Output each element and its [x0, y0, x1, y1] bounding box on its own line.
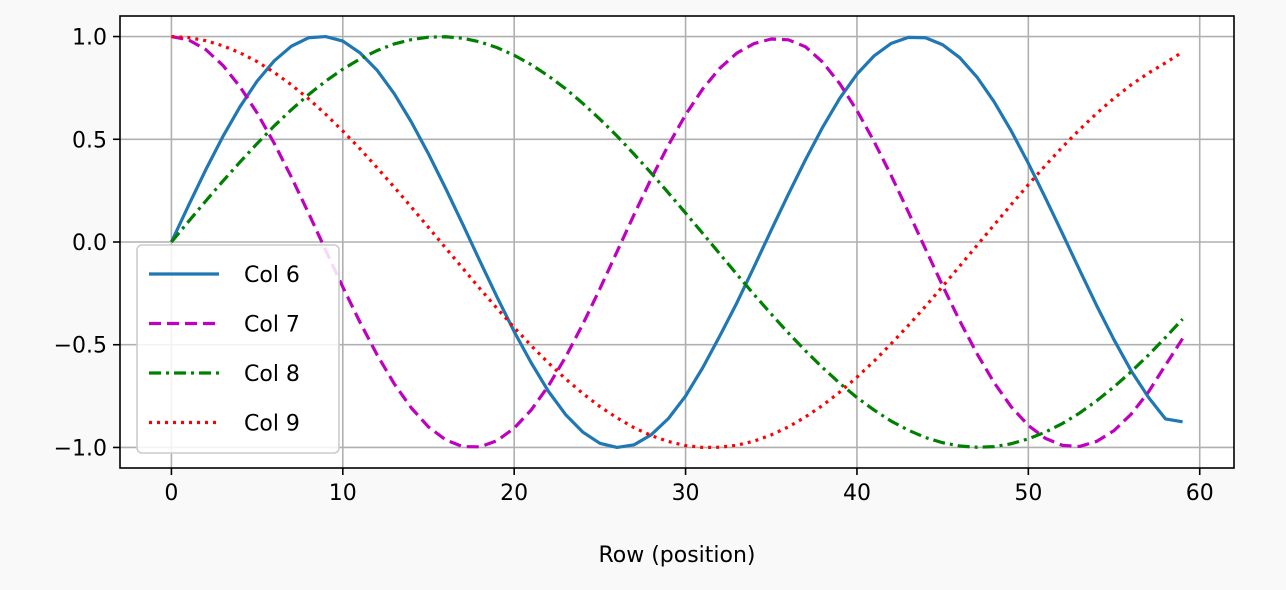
series-layer [169, 34, 1184, 450]
y-axis-ticks: −1.0 −0.5 0.0 0.5 1.0 [54, 26, 120, 461]
legend-label: Col 7 [244, 313, 300, 338]
x-axis-ticks: 0 10 20 30 40 50 60 [164, 468, 1214, 506]
legend-label: Col 8 [244, 362, 300, 387]
legend-box [136, 244, 340, 454]
y-tick-label: 0.0 [72, 231, 107, 256]
legend: Col 6 Col 7 Col 8 Col 9 [136, 244, 340, 454]
y-tick-label: 0.5 [72, 128, 107, 153]
x-tick-label: 0 [164, 481, 178, 506]
legend-label: Col 6 [244, 263, 300, 288]
x-tick-label: 20 [500, 481, 528, 506]
x-axis-label: Row (position) [598, 543, 755, 568]
x-tick-label: 40 [843, 481, 871, 506]
series-line-col-9 [171, 34, 1184, 450]
x-tick-label: 10 [329, 481, 357, 506]
series-line-col-8 [170, 35, 1184, 449]
y-tick-label: −1.0 [54, 436, 107, 461]
legend-label: Col 9 [244, 412, 300, 437]
x-tick-label: 50 [1014, 481, 1042, 506]
y-tick-label: −0.5 [54, 334, 107, 359]
y-tick-label: 1.0 [72, 26, 107, 51]
x-tick-label: 30 [672, 481, 700, 506]
x-tick-label: 60 [1186, 481, 1214, 506]
series-line-col-6 [169, 34, 1183, 450]
series-line-col-7 [171, 34, 1184, 449]
